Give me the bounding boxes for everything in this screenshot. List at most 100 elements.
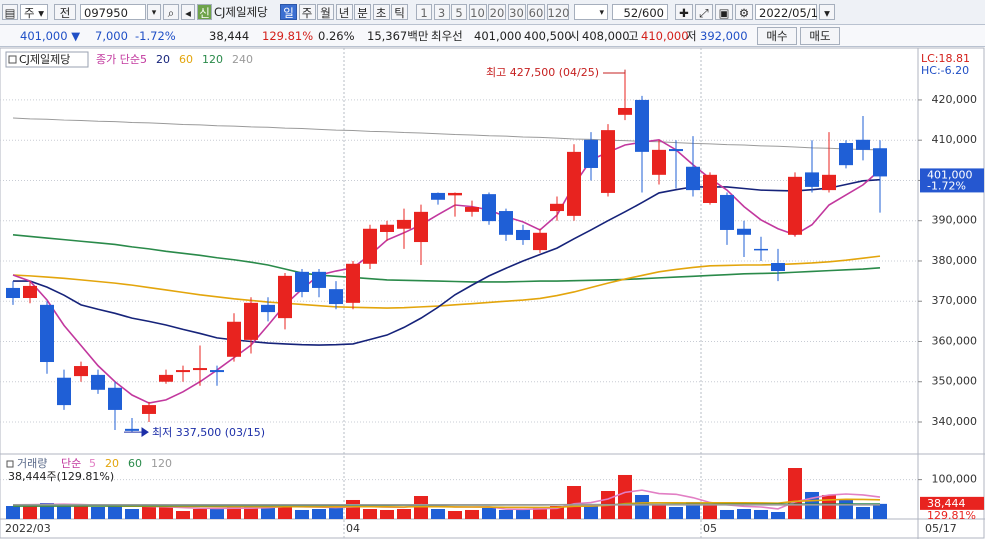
- lc-label: LC:18.81: [921, 52, 970, 65]
- period-button[interactable]: 년: [335, 4, 353, 20]
- unit-select[interactable]: ▾: [574, 4, 608, 20]
- candle-body: [873, 148, 887, 177]
- candle-body: [40, 304, 54, 363]
- change: 7,000: [95, 29, 128, 43]
- volume-bar: [210, 508, 224, 519]
- tool-icon[interactable]: ▣: [715, 4, 733, 20]
- period-button[interactable]: 초: [372, 4, 390, 20]
- volume-bar: [856, 506, 870, 519]
- period-button[interactable]: 틱: [391, 4, 408, 20]
- high-marker: [603, 69, 626, 74]
- volume-bar: [91, 506, 105, 519]
- count-box[interactable]: 52/600: [612, 4, 668, 20]
- volume-bar: [720, 509, 734, 519]
- candle-body: [788, 176, 802, 235]
- interval-button[interactable]: 5: [451, 4, 467, 20]
- period-button[interactable]: 주: [298, 4, 316, 20]
- tool-icon[interactable]: ✚: [675, 4, 693, 20]
- market: 주: [24, 6, 35, 20]
- candle-body: [839, 143, 853, 166]
- legend-icon: [8, 55, 17, 64]
- moving-average: [12, 234, 881, 283]
- volume-bar: [550, 506, 564, 519]
- candle-body: [159, 374, 173, 382]
- interval-button[interactable]: 1: [416, 4, 432, 20]
- low-label: 저: [686, 29, 697, 43]
- volume-bar: [822, 494, 836, 519]
- candle-body: [618, 107, 632, 115]
- volume-bar: [686, 501, 700, 519]
- volume-bar: [312, 508, 326, 519]
- candle-body: [346, 263, 360, 303]
- market-select[interactable]: 주 ▾: [20, 4, 48, 20]
- sell-button[interactable]: 매도: [800, 27, 840, 45]
- interval-button[interactable]: 60: [527, 4, 545, 20]
- moving-average: [12, 255, 881, 309]
- volume-bar: [533, 508, 547, 519]
- candle-body: [380, 224, 394, 232]
- candle-body: [754, 248, 768, 251]
- legend-entry: 60: [128, 457, 142, 470]
- prev-button[interactable]: 전: [54, 4, 76, 20]
- y-tick-label: 360,000: [932, 334, 978, 347]
- candle-body: [295, 271, 309, 292]
- volume-bar: [482, 508, 496, 519]
- code-input[interactable]: 097950: [80, 4, 146, 20]
- volume-bar: [227, 506, 241, 519]
- y-tick-label: 340,000: [932, 415, 978, 428]
- volume-ratio: 129.81%: [927, 509, 976, 522]
- period-button[interactable]: 일: [280, 4, 297, 20]
- last-volume: 38,444: [927, 497, 966, 510]
- candle-body: [108, 387, 122, 410]
- x-tick-label: 04: [346, 522, 360, 535]
- tool-icon[interactable]: ⤢: [695, 4, 713, 20]
- date-dropdown[interactable]: ▾: [819, 4, 835, 20]
- legend-entry: 20: [156, 53, 170, 66]
- quote-bar: 401,000 ▼ 7,000 -1.72% 38,444 129.81% 0.…: [0, 25, 985, 47]
- volume-bar: [703, 503, 717, 519]
- candle-body: [567, 151, 581, 216]
- last-price-box: [920, 168, 984, 193]
- candle-body: [822, 174, 836, 191]
- volume-bar: [754, 509, 768, 519]
- candle-body: [516, 229, 530, 241]
- volume-legend-ma-label: 단순: [61, 457, 81, 470]
- volume-bar: [193, 508, 207, 519]
- volume-bar: [873, 503, 887, 519]
- interval-button[interactable]: 10: [468, 4, 487, 20]
- volume-bar: [125, 508, 139, 519]
- high-annotation: 최고 427,500 (04/25): [486, 66, 599, 79]
- sound-icon[interactable]: ◂: [181, 4, 195, 20]
- prev: 전: [59, 6, 71, 20]
- volume-bar: [74, 504, 88, 519]
- code-dropdown[interactable]: ▾: [147, 4, 161, 20]
- interval-button[interactable]: 30: [507, 4, 526, 20]
- volume-bar: [431, 508, 445, 519]
- volume-ratio: 129.81%: [262, 29, 314, 43]
- candle-body: [584, 139, 598, 168]
- volume-bar: [261, 506, 275, 519]
- period-button[interactable]: 월: [317, 4, 334, 20]
- menu-icon[interactable]: ▤: [2, 4, 18, 20]
- interval-button[interactable]: 20: [488, 4, 506, 20]
- interval-button[interactable]: 120: [546, 4, 570, 20]
- interval-button[interactable]: 3: [433, 4, 450, 20]
- tool-icon[interactable]: ⚙: [735, 4, 753, 20]
- volume-bar: [567, 486, 581, 519]
- candle-body: [312, 271, 326, 288]
- price: 401,000 ▼: [20, 29, 81, 43]
- buy-button[interactable]: 매수: [757, 27, 797, 45]
- search-icon[interactable]: ⌕: [163, 4, 179, 20]
- best-label: 최우선: [431, 29, 463, 43]
- candle-body: [601, 130, 615, 193]
- period-button[interactable]: 분: [354, 4, 371, 20]
- candle-body: [465, 207, 479, 212]
- date-box[interactable]: 2022/05/17: [755, 4, 825, 20]
- moving-average: [12, 117, 881, 151]
- new-button[interactable]: 신: [197, 4, 212, 20]
- candle-body: [771, 262, 785, 272]
- candle-body: [261, 304, 275, 313]
- candle-body: [550, 203, 564, 212]
